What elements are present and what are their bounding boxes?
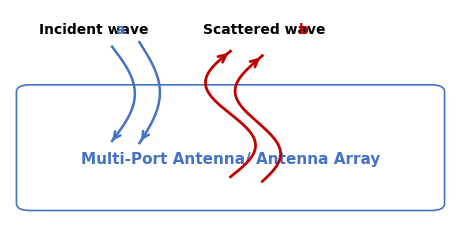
FancyBboxPatch shape [17,85,444,211]
Text: Scattered wave: Scattered wave [203,23,331,37]
Text: a: a [116,23,125,37]
Text: Multi-Port Antenna/ Antenna Array: Multi-Port Antenna/ Antenna Array [81,152,380,167]
Text: Incident wave: Incident wave [39,23,154,37]
Text: b: b [299,23,309,37]
